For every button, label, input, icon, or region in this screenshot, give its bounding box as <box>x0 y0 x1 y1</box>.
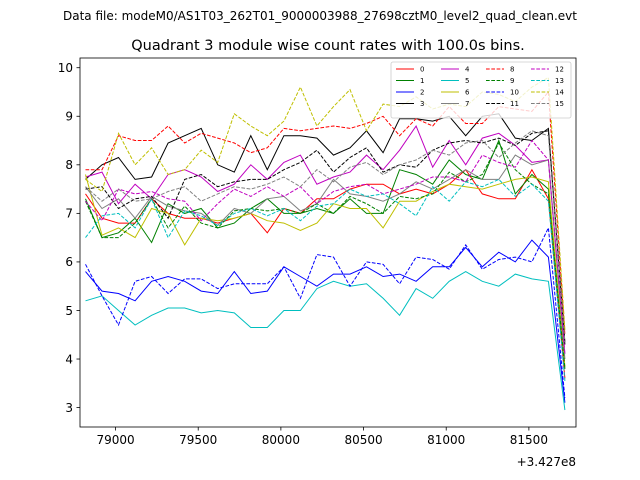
series-line-8 <box>85 90 566 335</box>
series-line-10 <box>85 226 566 398</box>
series-line-9 <box>85 141 566 369</box>
legend-label-5: 5 <box>465 77 469 85</box>
legend-box <box>390 61 572 119</box>
y-tick-label: 4 <box>65 352 73 366</box>
legend-label-10: 10 <box>510 89 519 97</box>
y-tick-label: 6 <box>65 255 73 269</box>
x-tick-label: 80000 <box>262 433 300 447</box>
legend-label-12: 12 <box>555 66 564 74</box>
series-line-15 <box>85 130 566 343</box>
legend-label-14: 14 <box>555 89 564 97</box>
chart-title: Quadrant 3 module wise count rates with … <box>131 38 525 54</box>
y-tick-label: 10 <box>58 61 73 75</box>
series-line-1 <box>85 139 566 369</box>
legend-label-9: 9 <box>510 77 514 85</box>
legend-label-8: 8 <box>510 66 514 74</box>
legend-label-4: 4 <box>465 66 470 74</box>
legend-label-13: 13 <box>555 77 564 85</box>
series-line-2 <box>85 239 566 403</box>
x-tick-label: 81000 <box>427 433 465 447</box>
x-tick-label: 79000 <box>96 433 134 447</box>
x-tick-label: 81500 <box>510 433 548 447</box>
series-line-12 <box>85 139 566 355</box>
legend-label-6: 6 <box>465 89 470 97</box>
y-tick-label: 8 <box>65 158 73 172</box>
legend-label-11: 11 <box>510 100 519 108</box>
y-tick-label: 3 <box>65 401 73 415</box>
y-tick-label: 5 <box>65 304 73 318</box>
figure-suptitle: Data file: modeM0/AS1T03_262T01_90000039… <box>63 9 577 23</box>
x-tick-label: 80500 <box>344 433 382 447</box>
x-offset-label: +3.427e8 <box>517 455 576 469</box>
series-line-6 <box>85 174 566 367</box>
series-line-7 <box>85 154 566 360</box>
legend-label-1: 1 <box>420 77 424 85</box>
plot-area: 79000 79500 80000 80500 81000 81500 +3.427e8 3 4… <box>58 57 577 469</box>
series-line-0 <box>85 168 566 379</box>
series-line-4 <box>85 124 566 355</box>
legend-label-3: 3 <box>420 100 424 108</box>
series-line-13 <box>85 178 566 381</box>
series-line-11 <box>85 130 566 343</box>
legend-label-15: 15 <box>555 100 564 108</box>
series-line-5 <box>85 271 566 411</box>
x-tick-label: 79500 <box>179 433 217 447</box>
y-tick-label: 7 <box>65 207 73 221</box>
legend-label-2: 2 <box>420 89 424 97</box>
y-tick-label: 9 <box>65 110 73 124</box>
legend-label-7: 7 <box>465 100 469 108</box>
legend-label-0: 0 <box>420 66 424 74</box>
axes-frame <box>79 57 577 428</box>
